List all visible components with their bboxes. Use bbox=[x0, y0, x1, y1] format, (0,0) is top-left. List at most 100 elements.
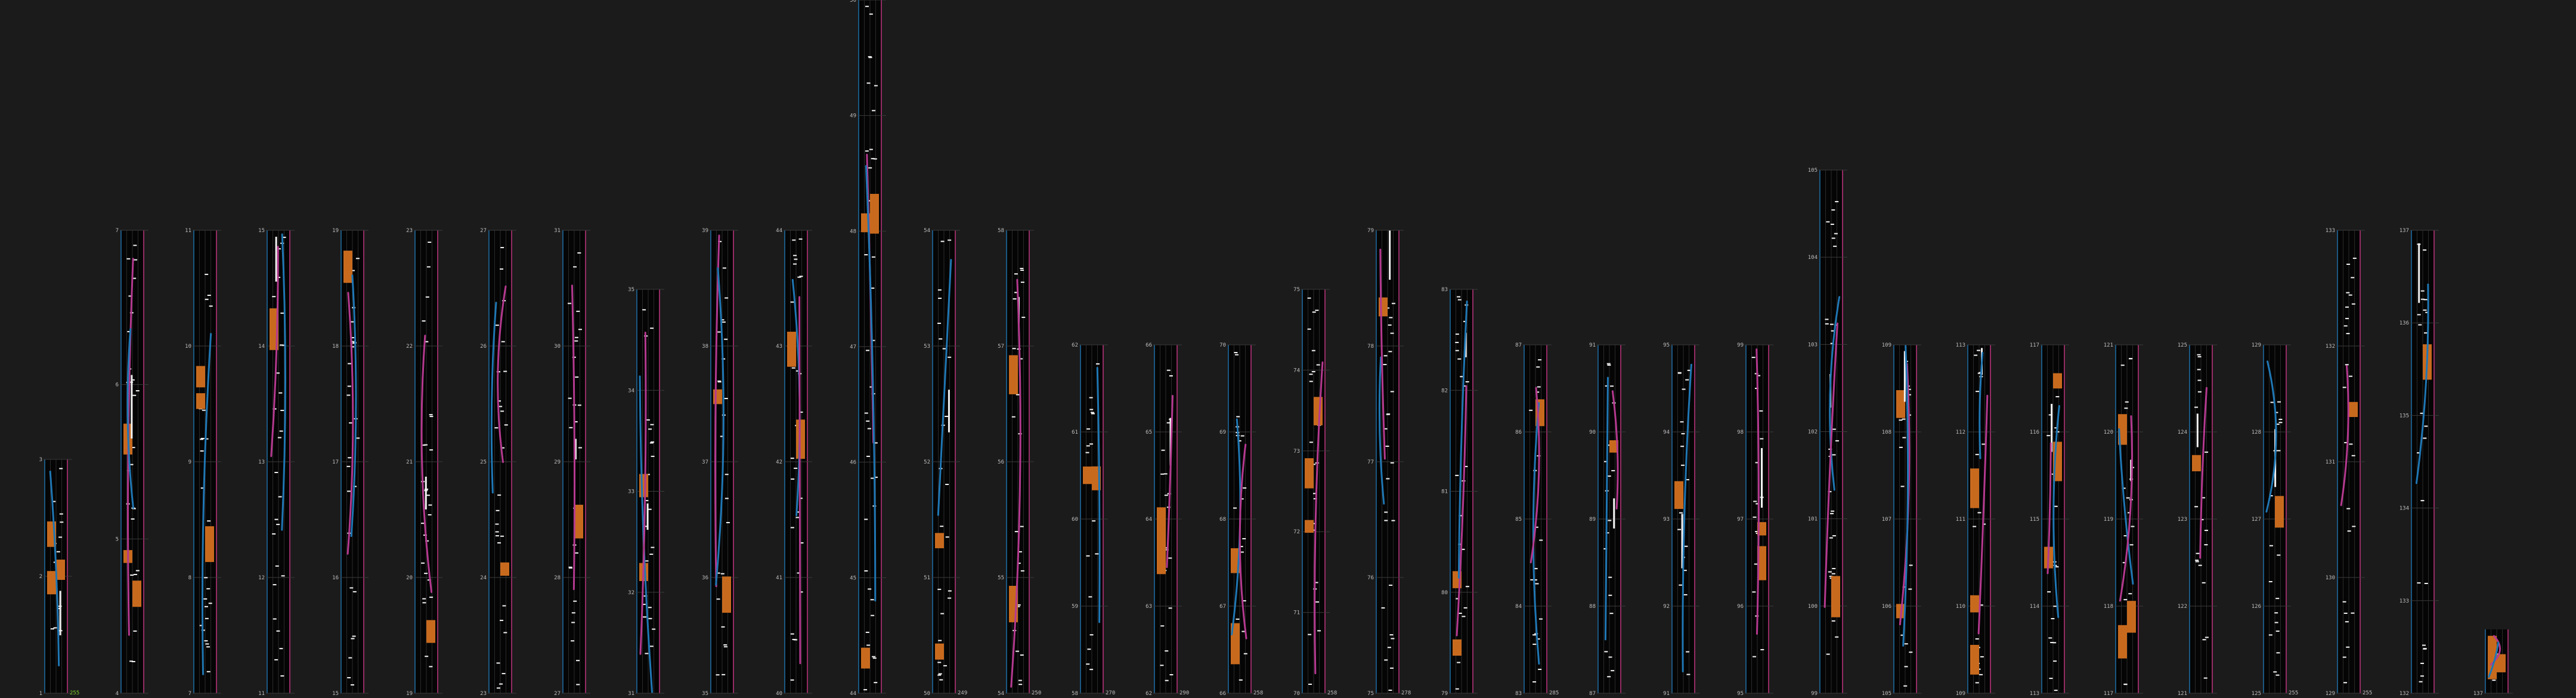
voice-curve bbox=[270, 246, 279, 458]
note-dash bbox=[2126, 497, 2130, 499]
note-dash bbox=[1535, 583, 1539, 585]
tick-label: 19 bbox=[332, 228, 339, 234]
note-dash bbox=[2275, 630, 2280, 632]
note-dash bbox=[2424, 425, 2428, 427]
note-dash bbox=[1015, 650, 1020, 652]
white-bar bbox=[275, 236, 277, 282]
orange-block bbox=[47, 571, 56, 595]
tick-label: 74 bbox=[1293, 367, 1300, 373]
tick-label: 82 bbox=[1441, 388, 1448, 394]
note-dash bbox=[495, 531, 499, 533]
note-dash bbox=[1239, 679, 1243, 681]
tick-label: 75 bbox=[1293, 287, 1300, 293]
note-dash bbox=[948, 239, 952, 241]
tick-label: 75 bbox=[1367, 691, 1374, 697]
tick-label: 78 bbox=[1367, 344, 1374, 350]
tick-label: 1 bbox=[39, 691, 42, 697]
note-dash bbox=[1383, 355, 1388, 357]
column-c4: 11 12 13 14 15 bbox=[258, 228, 295, 697]
note-dash bbox=[1309, 441, 1313, 443]
note-dash bbox=[2202, 582, 2206, 583]
note-dash bbox=[651, 441, 655, 443]
note-dash bbox=[642, 309, 646, 311]
voice-curve bbox=[2265, 360, 2277, 513]
tick-label: 121 bbox=[2104, 342, 2113, 348]
note-dash bbox=[2417, 452, 2421, 454]
note-dash bbox=[2196, 552, 2200, 554]
note-dash bbox=[1235, 354, 1239, 356]
note-dash bbox=[2345, 364, 2349, 366]
note-dash bbox=[1755, 503, 1760, 505]
note-dash bbox=[348, 457, 352, 459]
note-dash bbox=[1463, 385, 1467, 387]
note-dash bbox=[1391, 520, 1395, 521]
note-dash bbox=[129, 660, 134, 662]
note-dash bbox=[348, 657, 352, 659]
note-dash bbox=[1607, 475, 1611, 477]
note-dash bbox=[724, 297, 729, 299]
note-dash bbox=[50, 628, 54, 630]
note-dash bbox=[871, 339, 875, 341]
note-dash bbox=[277, 248, 281, 250]
tick-label: 112 bbox=[1956, 430, 1965, 436]
note-dash bbox=[2194, 406, 2199, 408]
note-dash bbox=[1020, 282, 1024, 283]
note-dash bbox=[274, 659, 278, 660]
tick-label: 102 bbox=[1808, 430, 1818, 436]
note-dash bbox=[273, 584, 277, 586]
note-dash bbox=[2049, 678, 2053, 680]
note-dash bbox=[496, 687, 500, 689]
note-dash bbox=[204, 606, 208, 607]
tick-label: 108 bbox=[1882, 430, 1891, 436]
note-dash bbox=[1907, 388, 1911, 390]
note-dash bbox=[428, 514, 432, 515]
note-dash bbox=[867, 428, 871, 430]
note-dash bbox=[132, 277, 137, 279]
note-dash bbox=[1313, 493, 1317, 495]
note-dash bbox=[1907, 394, 1911, 396]
note-dash bbox=[794, 258, 798, 260]
note-dash bbox=[273, 618, 277, 620]
note-dash bbox=[1680, 421, 1684, 423]
note-dash bbox=[133, 630, 137, 632]
note-dash bbox=[1831, 209, 1835, 211]
orange-block bbox=[1831, 576, 1840, 617]
note-dash bbox=[644, 526, 648, 527]
voice-curve bbox=[865, 165, 877, 602]
note-dash bbox=[1309, 381, 1313, 382]
tick-label: 70 bbox=[1293, 691, 1300, 697]
tick-label: 95 bbox=[1737, 691, 1744, 697]
note-dash bbox=[1909, 564, 1913, 566]
note-dash bbox=[2275, 674, 2280, 676]
note-dash bbox=[275, 372, 280, 374]
tick-label: 51 bbox=[924, 575, 930, 581]
note-dash bbox=[1825, 323, 1829, 325]
tick-label: 87 bbox=[1515, 342, 1522, 348]
tick-label: 10 bbox=[185, 344, 191, 350]
note-dash bbox=[1317, 630, 1321, 632]
note-dash bbox=[1455, 350, 1459, 351]
note-dash bbox=[1538, 669, 1542, 671]
note-dash bbox=[1087, 648, 1091, 650]
note-dash bbox=[1386, 413, 1391, 415]
tick-label: 122 bbox=[2178, 604, 2187, 610]
note-dash bbox=[1020, 570, 1024, 572]
note-dash bbox=[872, 657, 877, 659]
white-bar bbox=[646, 503, 649, 530]
note-dash bbox=[131, 518, 135, 520]
note-dash bbox=[1535, 391, 1540, 393]
note-dash bbox=[2343, 612, 2348, 614]
note-dash bbox=[205, 643, 209, 645]
tick-label: 69 bbox=[1219, 430, 1226, 436]
note-dash bbox=[1242, 538, 1246, 540]
note-dash bbox=[1682, 388, 1686, 390]
tick-label: 117 bbox=[2030, 342, 2039, 348]
note-dash bbox=[126, 258, 131, 260]
tick-label: 11 bbox=[185, 228, 191, 234]
note-dash bbox=[278, 392, 283, 394]
orange-block bbox=[132, 580, 141, 607]
tick-label: 85 bbox=[1515, 517, 1522, 523]
voice-curve bbox=[2415, 283, 2429, 484]
note-dash bbox=[1835, 440, 1839, 441]
